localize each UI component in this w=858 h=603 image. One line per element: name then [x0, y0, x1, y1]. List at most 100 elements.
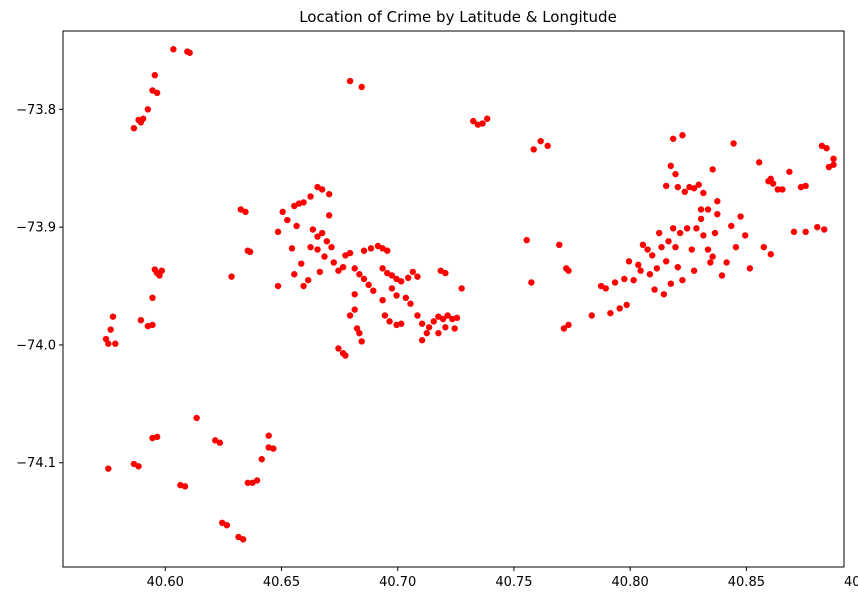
data-point: [681, 188, 688, 195]
data-point: [690, 185, 698, 192]
data-point: [335, 345, 342, 352]
data-point: [239, 536, 247, 543]
x-tick-label: 40.70: [379, 575, 416, 590]
data-point: [674, 183, 682, 191]
x-tick-label: 40.90: [844, 575, 858, 590]
data-point: [723, 259, 730, 266]
data-point: [342, 352, 349, 359]
data-point: [667, 162, 675, 170]
data-point: [656, 229, 663, 237]
data-point: [697, 206, 705, 213]
data-point: [711, 229, 719, 237]
data-point: [528, 279, 535, 286]
data-point: [439, 315, 447, 323]
data-point: [802, 228, 809, 236]
data-point: [386, 318, 393, 325]
data-point: [453, 314, 461, 322]
y-tick-label: −74.0: [16, 338, 56, 353]
data-point: [814, 223, 821, 231]
data-point: [314, 246, 321, 253]
data-point: [265, 432, 272, 439]
data-point: [769, 180, 777, 187]
data-point: [714, 210, 721, 218]
data-point: [398, 320, 405, 327]
data-point: [718, 272, 726, 279]
data-point: [137, 317, 145, 324]
y-tick-label: −73.8: [16, 103, 56, 118]
data-point: [156, 272, 163, 279]
data-point: [611, 279, 619, 286]
x-axis: 40.60 40.65 40.70 40.75 40.80 40.85 40.90: [147, 567, 858, 590]
data-point: [537, 137, 544, 145]
data-point: [323, 238, 331, 245]
data-point: [683, 225, 691, 232]
data-point: [274, 228, 282, 236]
data-point: [130, 124, 138, 132]
data-point: [339, 263, 347, 271]
data-point: [479, 120, 486, 127]
data-point: [607, 309, 614, 317]
data-point: [351, 265, 358, 272]
y-tick-label: −73.9: [16, 221, 56, 236]
data-point: [346, 77, 354, 85]
data-point: [732, 243, 740, 251]
data-point: [679, 276, 686, 284]
data-point: [309, 226, 317, 233]
data-point: [823, 145, 830, 152]
data-point: [565, 321, 572, 329]
data-point: [470, 117, 477, 125]
data-point: [709, 253, 716, 260]
data-point: [662, 258, 670, 265]
data-point: [393, 292, 400, 299]
data-point: [358, 83, 365, 91]
data-point: [356, 329, 363, 337]
data-point: [821, 226, 828, 233]
data-point: [665, 238, 672, 245]
data-point: [616, 305, 623, 312]
data-point: [358, 338, 365, 345]
data-point: [314, 233, 321, 240]
data-point: [774, 186, 781, 193]
data-point: [737, 213, 744, 220]
data-point: [662, 182, 670, 190]
data-point: [307, 243, 314, 251]
data-point: [646, 271, 654, 278]
data-point: [484, 115, 491, 122]
data-point: [746, 265, 754, 272]
data-point: [786, 168, 793, 175]
data-point: [688, 246, 695, 253]
x-tick-label: 40.80: [612, 575, 649, 590]
data-point: [351, 306, 358, 313]
data-point: [644, 246, 651, 253]
data-point: [244, 479, 251, 486]
data-point: [444, 312, 451, 319]
data-point: [700, 189, 707, 197]
data-point: [151, 71, 159, 79]
data-point: [149, 87, 156, 94]
data-point: [418, 320, 426, 327]
data-point: [730, 140, 737, 147]
data-point: [709, 166, 716, 173]
data-point: [360, 275, 368, 283]
data-point: [284, 216, 291, 224]
data-point: [423, 329, 430, 337]
data-point: [144, 106, 152, 113]
data-point: [802, 182, 809, 190]
data-point: [279, 208, 286, 216]
data-point: [321, 253, 328, 260]
data-point: [328, 243, 335, 251]
data-point: [728, 222, 735, 230]
data-point: [523, 236, 530, 244]
data-point: [442, 324, 449, 331]
data-point: [790, 228, 798, 236]
data-point: [651, 286, 658, 293]
data-point: [365, 281, 372, 289]
data-point: [779, 186, 786, 193]
data-point: [704, 206, 712, 213]
data-point: [384, 247, 391, 254]
data-point: [635, 261, 642, 269]
data-point: [112, 340, 119, 347]
data-point: [658, 243, 665, 251]
data-point: [560, 325, 568, 332]
data-point: [690, 267, 698, 274]
